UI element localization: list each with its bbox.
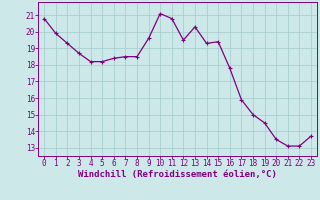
X-axis label: Windchill (Refroidissement éolien,°C): Windchill (Refroidissement éolien,°C) [78,170,277,179]
